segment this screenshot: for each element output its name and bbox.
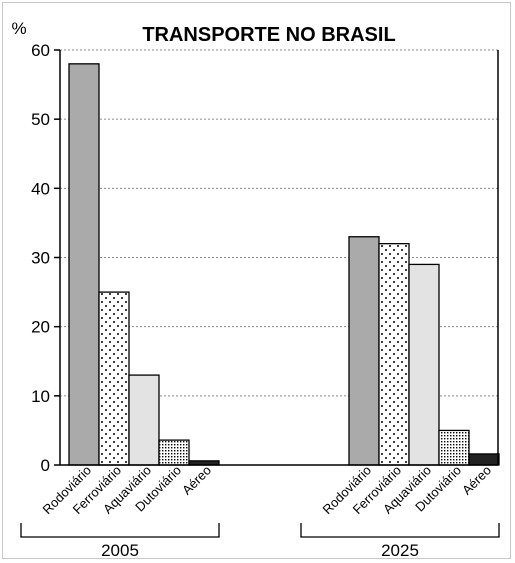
- bar-2005-2: [128, 374, 160, 466]
- category-label: Aéreo: [179, 463, 214, 498]
- bar-2025-2: [408, 263, 440, 466]
- category-labels: RodoviárioFerroviárioAquaviárioDutoviári…: [40, 463, 495, 518]
- bar-2005-0: [68, 63, 100, 466]
- bar-2025-3: [438, 429, 470, 466]
- category-label: Aéreo: [459, 463, 494, 498]
- bar-2005-3: [158, 439, 190, 466]
- y-tick-label: 10: [31, 387, 50, 406]
- bars: [68, 63, 500, 466]
- y-tick-label: 30: [31, 249, 50, 268]
- group-labels: 2005 2025: [20, 523, 500, 560]
- y-tick-label: 0: [41, 456, 50, 475]
- y-tick-label: 50: [31, 110, 50, 129]
- group-label: 2025: [381, 541, 419, 560]
- bar-2005-1: [98, 291, 130, 466]
- y-tick-label: 40: [31, 179, 50, 198]
- chart-title: TRANSPORTE NO BRASIL: [142, 24, 395, 46]
- group-bracket: [20, 523, 220, 538]
- y-axis-ticks: 0 10 20 30 40 50 60: [31, 41, 60, 475]
- bar-2025-1: [378, 243, 410, 466]
- y-tick-label: 60: [31, 41, 50, 60]
- bar-2025-0: [348, 236, 380, 466]
- group-bracket: [300, 523, 500, 538]
- y-tick-label: 20: [31, 318, 50, 337]
- y-axis-unit-label: %: [11, 19, 26, 38]
- group-label: 2005: [101, 541, 139, 560]
